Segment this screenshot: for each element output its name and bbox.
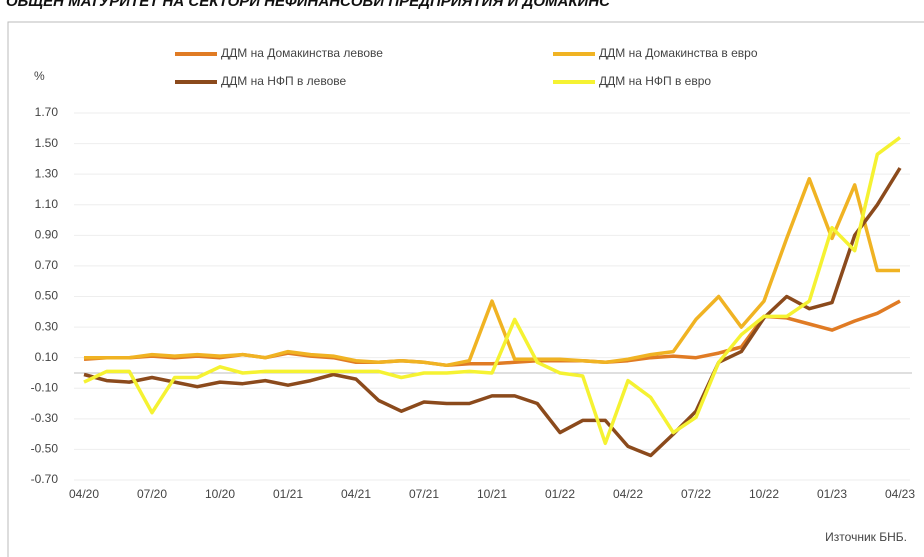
legend-label: ДДМ на НФП в евро (599, 74, 711, 88)
y-tick-label: -0.30 (31, 411, 59, 425)
y-axis-label: % (34, 69, 45, 83)
x-tick-label: 07/22 (681, 487, 711, 501)
x-tick-label: 10/21 (477, 487, 507, 501)
series-line (83, 136, 902, 446)
legend-label: ДДМ на НФП в левове (221, 74, 347, 88)
legend-label: ДДМ на Домакинства левове (221, 46, 383, 60)
chart-frame (7, 21, 924, 557)
series-line (83, 167, 902, 458)
x-tick-label: 10/20 (205, 487, 235, 501)
x-tick-label: 10/22 (749, 487, 779, 501)
x-tick-label: 04/21 (341, 487, 371, 501)
y-tick-label: 1.30 (35, 166, 59, 180)
y-tick-label: 1.70 (35, 105, 59, 119)
x-tick-label: 01/23 (817, 487, 847, 501)
x-tick-label: 04/23 (885, 487, 915, 501)
y-tick-label: 1.50 (35, 136, 59, 150)
series-line (84, 177, 900, 368)
y-tick-label: 0.10 (35, 350, 59, 364)
source-note: Източник БНБ. (825, 530, 907, 544)
chart-title: ОБЩЕН МАТУРИТЕТ НА СЕКТОРИ НЕФИНАНСОВИ П… (6, 0, 611, 10)
y-tick-label: 1.10 (35, 197, 59, 211)
y-tick-label: 0.30 (35, 319, 59, 333)
x-tick-label: 01/21 (273, 487, 303, 501)
x-tick-label: 04/20 (69, 487, 99, 501)
x-tick-label: 01/22 (545, 487, 575, 501)
y-tick-label: 0.50 (35, 289, 59, 303)
y-tick-label: -0.10 (31, 380, 59, 394)
x-tick-label: 04/22 (613, 487, 643, 501)
y-tick-label: -0.50 (31, 442, 59, 456)
y-tick-label: -0.70 (31, 472, 59, 486)
y-tick-label: 0.70 (35, 258, 59, 272)
x-tick-label: 07/21 (409, 487, 439, 501)
y-tick-label: 0.90 (35, 228, 59, 242)
legend-label: ДДМ на Домакинства в евро (599, 46, 758, 60)
x-tick-label: 07/20 (137, 487, 167, 501)
